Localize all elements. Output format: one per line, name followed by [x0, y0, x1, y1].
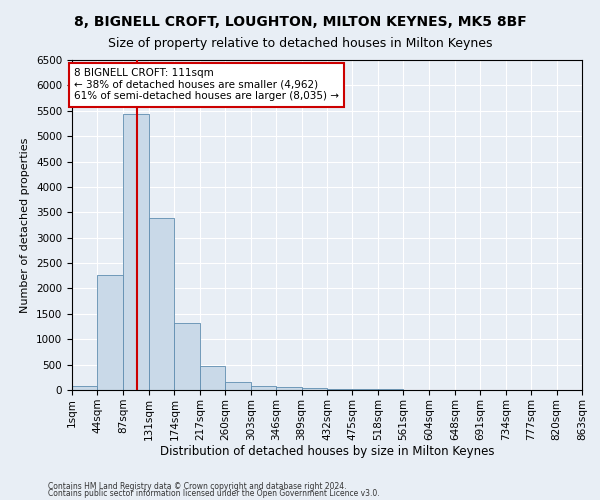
Bar [327, 389, 352, 390]
Bar [175, 324, 200, 390]
X-axis label: Distribution of detached houses by size in Milton Keynes: Distribution of detached houses by size … [160, 446, 494, 458]
Bar [352, 389, 378, 390]
Bar [251, 386, 276, 390]
Bar [200, 366, 225, 390]
Text: 8, BIGNELL CROFT, LOUGHTON, MILTON KEYNES, MK5 8BF: 8, BIGNELL CROFT, LOUGHTON, MILTON KEYNE… [74, 15, 526, 29]
Bar [97, 275, 123, 390]
Bar [72, 386, 97, 390]
Bar [123, 114, 149, 390]
Bar [149, 218, 175, 390]
Y-axis label: Number of detached properties: Number of detached properties [20, 138, 31, 312]
Text: Size of property relative to detached houses in Milton Keynes: Size of property relative to detached ho… [108, 38, 492, 51]
Bar [276, 388, 302, 390]
Text: Contains HM Land Registry data © Crown copyright and database right 2024.: Contains HM Land Registry data © Crown c… [48, 482, 347, 491]
Bar [302, 388, 327, 390]
Bar [225, 382, 251, 390]
Text: 8 BIGNELL CROFT: 111sqm
← 38% of detached houses are smaller (4,962)
61% of semi: 8 BIGNELL CROFT: 111sqm ← 38% of detache… [74, 68, 339, 102]
Text: Contains public sector information licensed under the Open Government Licence v3: Contains public sector information licen… [48, 490, 380, 498]
